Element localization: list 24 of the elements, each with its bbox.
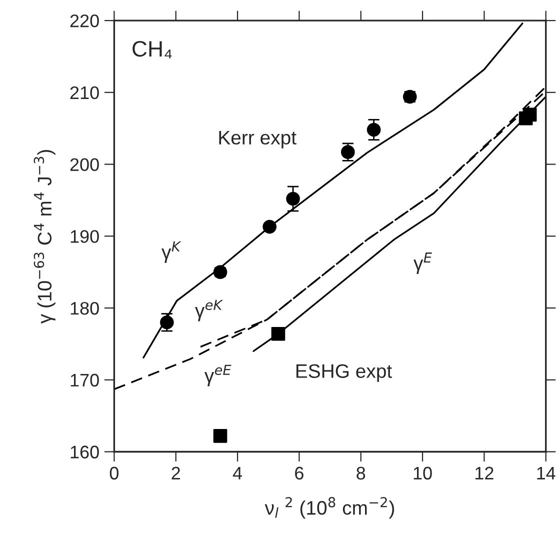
- y-tick-label: 180: [70, 302, 99, 315]
- annotation: CH₄: [132, 40, 172, 58]
- x-tick-label: 12: [476, 466, 494, 480]
- x-tick-label: 0: [110, 466, 118, 480]
- text: Kerr expt: [219, 130, 296, 148]
- x-tick-label: 8: [356, 466, 366, 480]
- y-tick-label: 210: [70, 86, 99, 100]
- y-tick-label: 200: [70, 158, 99, 172]
- y-tick-label: 190: [70, 230, 99, 243]
- x-tick-label: 4: [232, 466, 242, 480]
- y-tick-label: 220: [70, 14, 99, 28]
- x-axis-title: ν$_{l}$ $^{2}$ (10$^{8}$ cm$^{−2}$): [264, 497, 394, 519]
- x-tick-label: 2: [172, 466, 180, 480]
- x-tick-label: 6: [295, 466, 304, 480]
- series-label: γ$^{K}$: [162, 241, 182, 263]
- series-label: γ$^{E}$: [414, 252, 432, 274]
- series-label: γ$^{eE}$: [204, 364, 232, 386]
- text: γ (10$^{−63}$ C$^{4}$ m$^{4}$ J$^{−3}$): [34, 150, 56, 324]
- x-tick-label: 10: [414, 466, 432, 480]
- series-label: γ$^{eK}$: [195, 300, 224, 322]
- y-tick-label: 160: [70, 446, 99, 458]
- y-tick-label: 170: [70, 374, 99, 387]
- series-label: ESHG expt: [296, 364, 392, 382]
- x-tick-label: 14: [537, 466, 556, 480]
